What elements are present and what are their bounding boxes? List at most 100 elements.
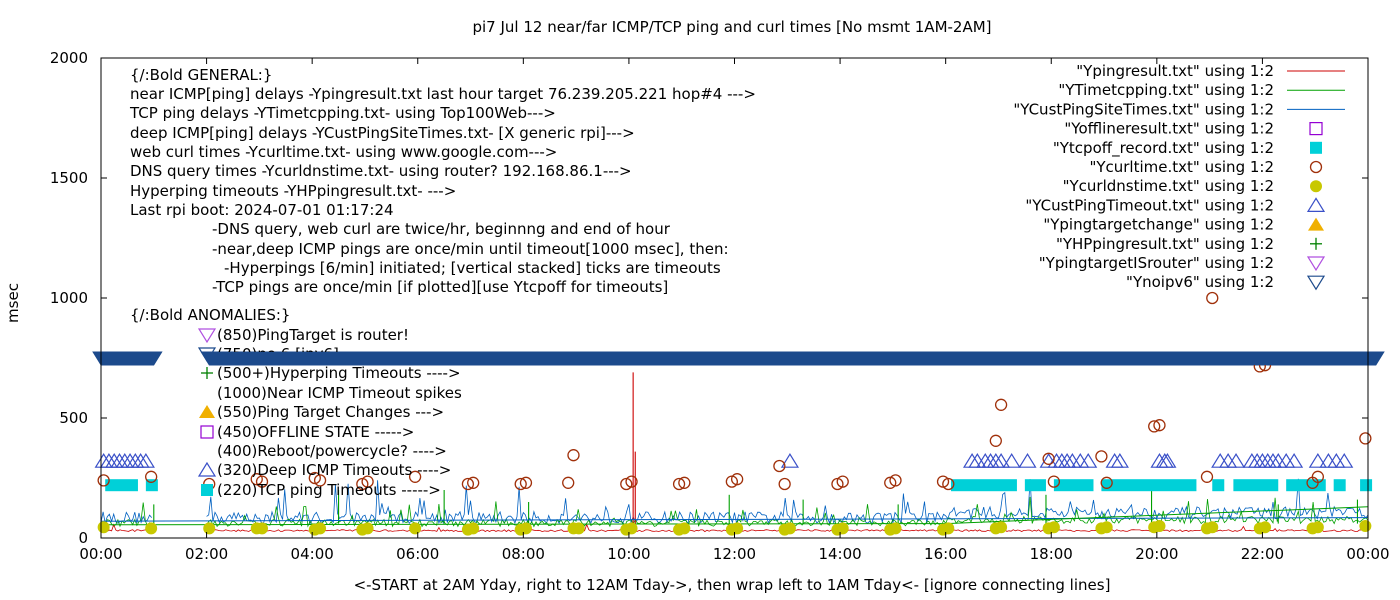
annotation-line: Hyperping timeouts -YHPpingresult.txt- -… [130, 182, 456, 200]
deep-icmp-timeout-mark [1248, 453, 1267, 468]
deep-icmp-timeout-mark [968, 453, 987, 468]
curl-time-point [1359, 432, 1372, 445]
annotation-line: -DNS query, web curl are twice/hr, begin… [212, 220, 671, 238]
curl-time-point [672, 477, 686, 491]
legend-label-10: "YpingtargetISrouter" using 1:2 [1039, 254, 1274, 272]
legend-label-5: "Ycurltime.txt" using 1:2 [1089, 158, 1274, 176]
dns-time-point [256, 522, 269, 535]
annotation-line: -Hyperpings [6/min] initiated; [vertical… [224, 259, 721, 277]
curl-time-point [1095, 450, 1108, 463]
legend-label-11: "Ynoipv6" using 1:2 [1126, 273, 1274, 291]
legend-label-4: "Ytcpoff_record.txt" using 1:2 [1053, 139, 1274, 158]
legend-label-2: "YCustPingSiteTimes.txt" using 1:2 [1013, 100, 1274, 118]
annotation-line: (850)PingTarget is router! [217, 326, 409, 344]
tcp-off-segment [105, 479, 138, 492]
x-axis-label: <-START at 2AM Yday, right to 12AM Tday-… [354, 576, 1111, 594]
curl-time-point [773, 459, 786, 473]
legend-label-1: "YTimetcpping.txt" using 1:2 [1058, 81, 1274, 99]
dns-time-point [995, 521, 1008, 534]
deep-icmp-timeout-mark [1052, 453, 1071, 468]
noipv6-band-overlay [93, 352, 162, 365]
deep-icmp-timeout-mark [1002, 453, 1021, 468]
legend-marker-8 [1308, 217, 1324, 231]
deep-icmp-timeout-mark [1277, 453, 1296, 468]
deep-icmp-timeout-mark [1226, 453, 1246, 468]
annotation-line: (500+)Hyperping Timeouts ----> [217, 364, 461, 382]
legend-label-9: "YHPpingresult.txt" using 1:2 [1056, 235, 1274, 253]
curl-time-point [145, 470, 158, 483]
dns-time-point [783, 522, 796, 535]
legend-label-8: "Ypingtargetchange" using 1:2 [1043, 216, 1274, 234]
tcp-off-segment [1233, 479, 1279, 492]
annotation-marker [199, 405, 215, 418]
deep-icmp-timeout-mark [1263, 453, 1283, 468]
tcp-off-segment [1333, 479, 1346, 492]
curl-time-point [1047, 475, 1061, 488]
deep-icmp-timeout-mark [1071, 453, 1090, 468]
deep-icmp-timeout-mark [1058, 453, 1077, 468]
dns-time-point [1311, 521, 1324, 534]
legend-label-0: "Ypingresult.txt" using 1:2 [1076, 62, 1274, 80]
legend-marker-5 [1309, 160, 1323, 174]
curl-time-point [1042, 452, 1055, 465]
curl-time-point [1206, 291, 1219, 305]
annotation-line: (220)TCP ping Timeouts -----> [217, 481, 441, 499]
annotation-marker [200, 425, 214, 439]
tcp-off-segment [1053, 479, 1094, 492]
curl-time-point [1100, 476, 1113, 489]
deep-icmp-timeout-mark [1269, 453, 1288, 468]
deep-icmp-timeout-mark [780, 453, 800, 468]
x-tick-label: 00:00 [1346, 545, 1389, 563]
dns-time-point [1153, 520, 1166, 532]
tcp-off-segment [1212, 479, 1225, 492]
x-tick-label: 22:00 [1241, 545, 1284, 563]
dns-time-point [889, 522, 902, 535]
curl-time-point [467, 476, 480, 489]
deep-icmp-timeout-mark [1258, 453, 1277, 468]
curl-time-point [625, 475, 638, 488]
dns-time-point [1100, 521, 1113, 534]
legend-marker-4 [1310, 141, 1322, 154]
deep-icmp-timeout-mark [94, 453, 113, 468]
x-tick-label: 16:00 [924, 545, 967, 563]
y-tick-label: 500 [59, 409, 88, 427]
deep-icmp-timeout-mark [992, 453, 1011, 468]
deep-icmp-timeout-mark [1158, 453, 1177, 468]
curl-time-point [1311, 470, 1324, 483]
curl-time-point [361, 475, 374, 488]
axes: 00:00 02:00 04:00 06:00 08:00 10:00 12:00 14:00… [50, 49, 1390, 563]
x-tick-label: 14:00 [818, 545, 861, 563]
deep-icmp-timeout-mark [1308, 453, 1327, 468]
deep-icmp-timeout-mark [1253, 453, 1272, 468]
curl-time-point [408, 470, 422, 483]
annotation-line: -TCP pings are once/min [if plotted][use… [212, 278, 668, 296]
series-line-2 [100, 511, 153, 524]
deep-icmp-timeout-mark [115, 453, 134, 468]
tcp-off-segment [950, 479, 1017, 492]
curl-time-point [562, 476, 575, 489]
legend-marker-11 [1306, 275, 1326, 291]
curl-time-point [519, 476, 533, 489]
curl-time-point [678, 476, 691, 489]
annotation-marker [197, 328, 217, 344]
curl-time-point [1200, 470, 1214, 483]
annotation-line: web curl times -Ycurltime.txt- using www… [130, 143, 557, 161]
deep-icmp-timeout-mark [105, 453, 124, 468]
curl-time-point [1148, 420, 1161, 433]
annotation-line: deep ICMP[ping] delays -YCustPingSiteTim… [130, 124, 635, 142]
series-line-1 [206, 496, 1369, 528]
dns-time-point [1206, 521, 1219, 534]
series-line-1 [100, 502, 152, 528]
legend-label-6: "Ycurldnstime.txt" using 1:2 [1063, 177, 1274, 195]
deep-icmp-timeout-mark [110, 453, 129, 468]
deep-icmp-timeout-mark [1063, 453, 1082, 468]
dns-time-point [678, 522, 691, 535]
y-tick-label: 1000 [50, 289, 88, 307]
x-tick-label: 12:00 [713, 545, 756, 563]
deep-icmp-timeout-mark [986, 453, 1005, 468]
deep-icmp-timeout-mark [1335, 453, 1354, 468]
curl-time-point [730, 473, 744, 486]
deep-icmp-timeout-mark [1285, 453, 1304, 468]
deep-icmp-timeout-mark [126, 453, 145, 468]
